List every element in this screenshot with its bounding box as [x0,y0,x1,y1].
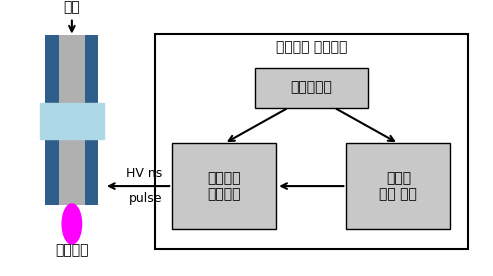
Text: HV ns: HV ns [127,168,163,181]
Text: 나노펄스
드라이버: 나노펄스 드라이버 [208,171,241,201]
FancyBboxPatch shape [172,144,276,229]
FancyBboxPatch shape [45,35,59,205]
FancyBboxPatch shape [254,68,368,108]
Text: 가스: 가스 [64,0,80,14]
Text: 플라즈마: 플라즈마 [55,243,89,257]
FancyBboxPatch shape [55,35,89,205]
FancyBboxPatch shape [40,103,104,139]
FancyBboxPatch shape [347,144,451,229]
Text: 고전압
전원 장치: 고전압 전원 장치 [380,171,418,201]
Text: 나노펄스 구동회로: 나노펄스 구동회로 [276,40,347,54]
Ellipse shape [62,203,82,245]
Text: 펄스제어부: 펄스제어부 [290,81,332,95]
FancyBboxPatch shape [155,34,467,250]
Text: pulse: pulse [129,192,163,205]
FancyBboxPatch shape [85,35,99,205]
